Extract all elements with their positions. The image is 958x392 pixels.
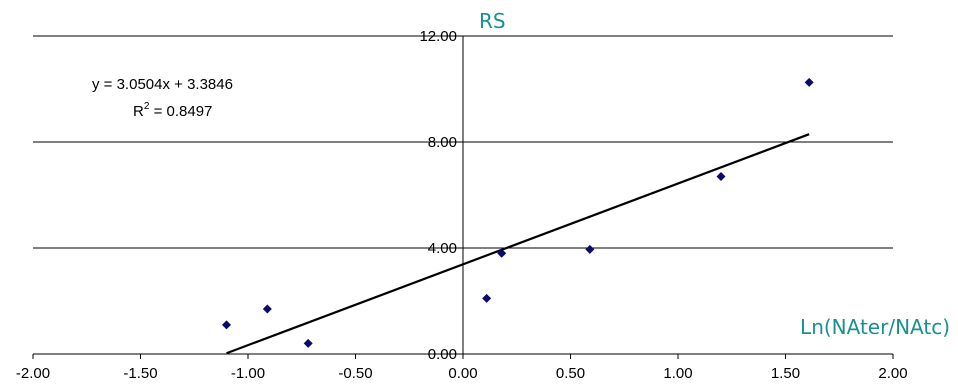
data-point (303, 338, 313, 348)
y-tick-label: 8.00 (428, 134, 457, 151)
equation-text: y = 3.0504x + 3.3846 (92, 76, 233, 93)
r-squared-value: = 0.8497 (149, 103, 212, 120)
y-axis-ticks: 0.00 4.00 8.00 12.00 (419, 28, 463, 363)
x-tick-label: 2.00 (878, 365, 907, 382)
x-tick-label: 0.50 (556, 365, 585, 382)
x-tick-label: -0.50 (338, 365, 372, 382)
x-axis-title: Ln(NAter/NAtc) (800, 315, 950, 339)
trendline (226, 133, 810, 355)
r-squared-prefix: R (133, 103, 144, 120)
trendline-equation: y = 3.0504x + 3.3846 R2 = 0.8497 (92, 76, 233, 120)
x-tick-label: 1.50 (771, 365, 800, 382)
data-points (222, 77, 814, 348)
data-point (222, 320, 231, 330)
r-squared-superscript: 2 (144, 101, 150, 112)
y-tick-label: 4.00 (428, 240, 457, 257)
r-squared-text: R2 = 0.8497 (133, 101, 212, 120)
x-tick-label: 0.00 (448, 365, 477, 382)
data-point (716, 171, 726, 181)
y-tick-label: 12.00 (419, 28, 457, 45)
x-tick-label: -2.00 (16, 365, 50, 382)
data-point (482, 293, 492, 303)
x-axis-ticks: -2.00 -1.50 -1.00 -0.50 0.00 0.50 1.00 1.50 2.00 (16, 354, 908, 382)
data-point (262, 304, 272, 314)
y-tick-label: 0.00 (428, 346, 457, 363)
x-tick-label: -1.00 (231, 365, 265, 382)
x-tick-label: -1.50 (123, 365, 157, 382)
x-tick-label: 1.00 (663, 365, 692, 382)
y-axis-title: RS (479, 9, 506, 33)
data-point (585, 244, 595, 254)
data-point (804, 77, 814, 87)
data-point (497, 248, 507, 258)
